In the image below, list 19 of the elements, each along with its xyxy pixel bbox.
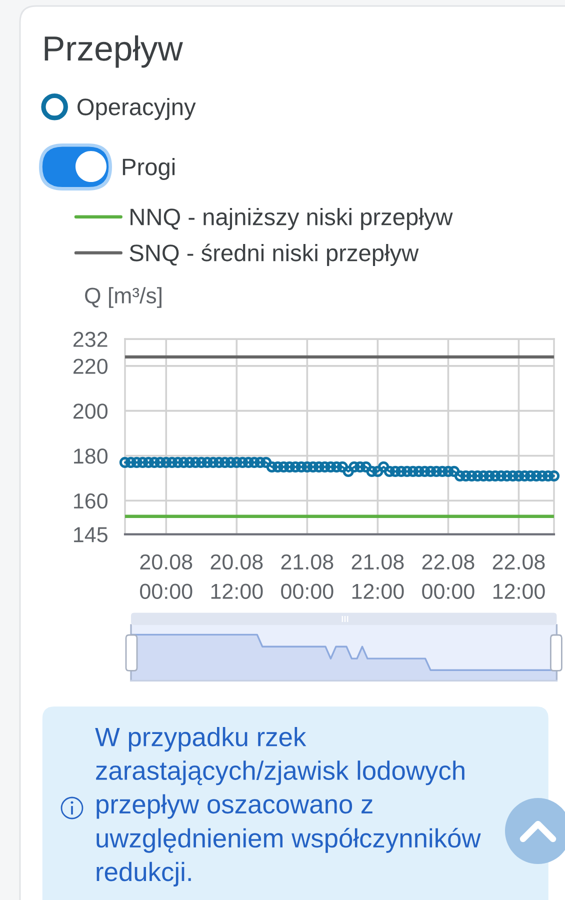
x-tick-label: 22.08 00:00 bbox=[422, 554, 474, 599]
legend-label: SNQ - średni niski przepływ bbox=[130, 244, 419, 266]
y-tick-label: 180 bbox=[74, 448, 108, 464]
legend-label: Operacyjny bbox=[78, 98, 196, 120]
y-tick-label: 145 bbox=[74, 527, 108, 542]
y-axis-title: Q [m³/s] bbox=[85, 287, 162, 308]
text: W przypadku rzek zarastających/zjawisk lodowych przepływ oszacowano z uwzględnieniem współczynników redukcji. bbox=[95, 727, 481, 886]
x-tick-label: 22.08 12:00 bbox=[492, 554, 545, 599]
y-tick-label: 160 bbox=[74, 493, 108, 509]
x-tick-label: 20.08 12:00 bbox=[210, 554, 263, 599]
chart-title: Przepływ bbox=[44, 35, 183, 68]
legend-label: NNQ - najniższy niski przepływ bbox=[130, 208, 453, 230]
y-tick-label: 220 bbox=[74, 358, 108, 374]
x-tick-label: 21.08 12:00 bbox=[352, 554, 404, 599]
x-tick-label: 20.08 00:00 bbox=[140, 554, 192, 599]
y-tick-label: 200 bbox=[74, 404, 108, 419]
x-tick-label: 21.08 00:00 bbox=[281, 554, 334, 599]
text: Progi bbox=[122, 158, 175, 180]
y-tick-label: 232 bbox=[74, 332, 108, 348]
